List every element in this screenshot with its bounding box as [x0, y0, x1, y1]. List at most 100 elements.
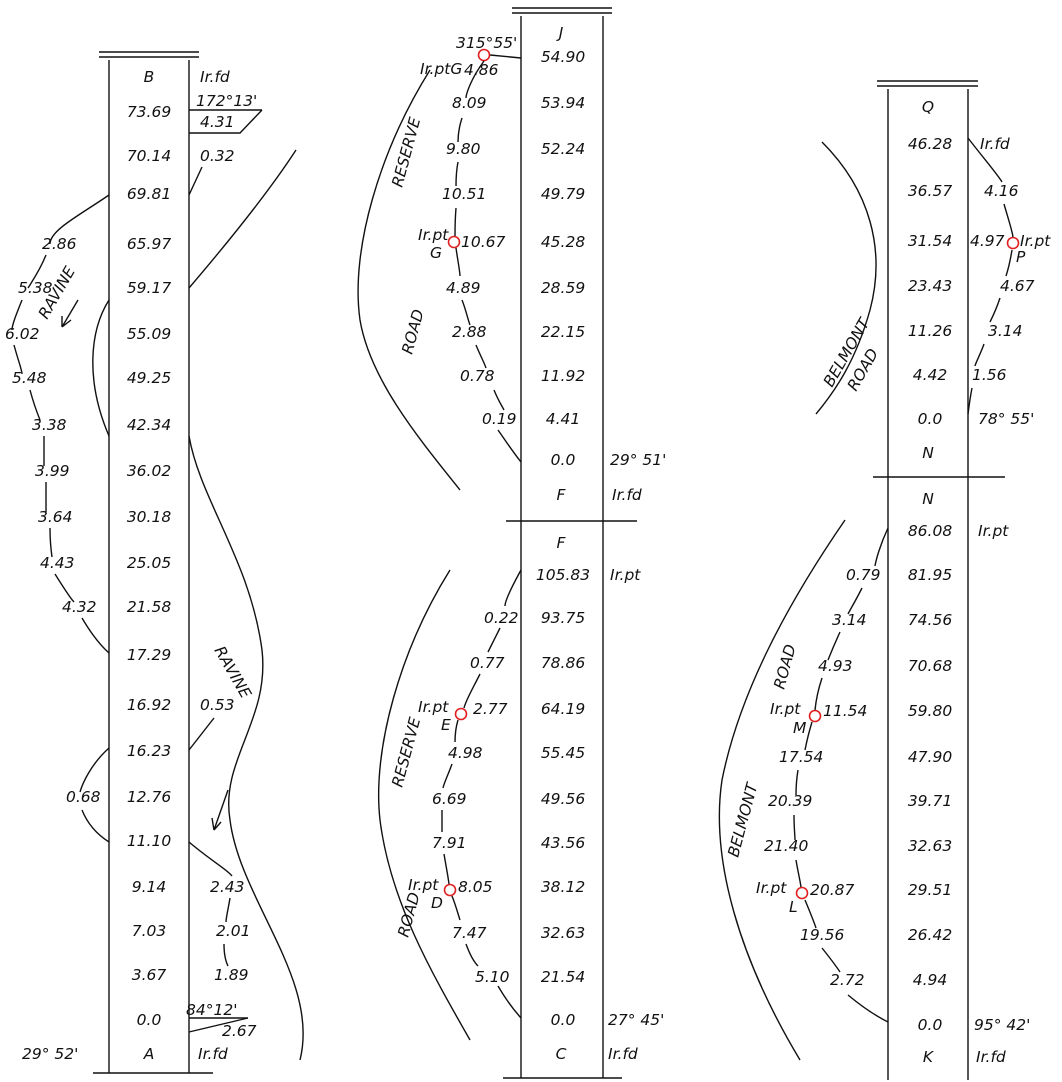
book2-reserve-edge — [475, 344, 487, 369]
book5-road-edge — [793, 814, 796, 841]
book1-ravine-edge-2 — [79, 747, 110, 793]
book4-point-p-letter: P — [1016, 248, 1026, 266]
book5-offset-left: 0.79 — [846, 566, 881, 584]
book4-offset-right: 4.16 — [984, 182, 1019, 200]
book1-chainage: 73.69 — [127, 103, 171, 121]
book2-chainage: 11.92 — [541, 367, 585, 385]
book1-ravine-edge — [29, 389, 41, 421]
book5-chainage: 47.90 — [908, 748, 953, 766]
book1-chainage: 55.09 — [127, 325, 171, 343]
book2-bottom-note: Ir.fd — [612, 486, 642, 504]
book1-ravine-edge-2 — [81, 809, 110, 843]
book1-chainage: 42.34 — [127, 416, 171, 434]
book3-reserve-edge — [497, 985, 522, 1019]
book5-chainage: 74.56 — [908, 611, 953, 629]
book3-bottom-note: Ir.fd — [608, 1045, 638, 1063]
book1-chainage: 49.25 — [127, 369, 171, 387]
book5-chainage: 32.63 — [908, 837, 952, 855]
book2-offset-left: 2.88 — [452, 323, 487, 341]
book1-offset-left: 4.32 — [62, 598, 97, 616]
book2-offset-left: 4.89 — [446, 279, 481, 297]
book4-offset-right: 1.56 — [972, 366, 1007, 384]
book4-offset-right: 3.14 — [988, 322, 1023, 340]
book1-chainage: 3.67 — [132, 966, 167, 984]
book3-reserve-edge — [443, 853, 450, 885]
book1-bottom-bearing: 29° 52' — [22, 1045, 78, 1063]
book2-tie-line — [489, 54, 522, 59]
book1-tie-top-triangle — [189, 109, 263, 134]
book1-chainage: 30.18 — [127, 508, 172, 526]
book5-road-edge — [804, 721, 813, 751]
book1-offset-right: 0.53 — [200, 696, 235, 714]
book2-reserve-edge — [457, 117, 463, 143]
book3-offset-left: 7.91 — [432, 834, 467, 852]
book3-reserve-edge — [487, 627, 501, 653]
book1-chainage: 36.02 — [127, 462, 171, 480]
book5-offset-left: 19.56 — [800, 926, 845, 944]
book1-offset-curve — [188, 841, 233, 877]
book3-reserve-edge — [504, 569, 522, 607]
book5-chainage: 26.42 — [908, 926, 952, 944]
book4-point-p-label: Ir.pt — [1020, 232, 1051, 250]
book3-offset-left: 8.05 — [458, 878, 493, 896]
book2-offset-left: 0.78 — [460, 367, 495, 385]
book4-bottom-label: N — [922, 444, 934, 462]
book4-offset-right: 4.97 — [970, 232, 1005, 250]
book2-offset-left: 10.67 — [461, 233, 506, 251]
book1-bottom-note: Ir.fd — [198, 1045, 228, 1063]
book1-ravine-edge — [49, 527, 53, 558]
book1-chainage: 11.10 — [127, 832, 172, 850]
book1-chainage: 69.81 — [127, 185, 171, 203]
book1-chainage: 17.29 — [127, 646, 171, 664]
book3-reserve-edge — [442, 763, 453, 789]
book5-offset-left: 2.72 — [830, 971, 865, 989]
book2-bottom-bearing: 29° 51' — [610, 451, 666, 469]
book3-offset-left: 5.10 — [475, 968, 510, 986]
book1-offset-left: 5.38 — [18, 279, 53, 297]
book5-offset-left: 4.93 — [818, 657, 853, 675]
book4-road-edge — [1005, 249, 1013, 277]
book5-road-edge — [874, 527, 889, 567]
book1-chainage: 0.0 — [137, 1011, 162, 1029]
book1-tie-bottom-dist: 2.67 — [222, 1022, 257, 1040]
book1-offset-line — [188, 166, 203, 196]
book3-chainage: 49.56 — [541, 790, 586, 808]
book1-ravine-edge — [49, 194, 110, 245]
book1-ravine-edge — [27, 254, 47, 289]
book1-top-note: Ir.fd — [200, 68, 230, 86]
book3-reserve-edge — [465, 943, 479, 967]
book4-top-note: Ir.fd — [980, 135, 1010, 153]
book1-offset-left: 5.48 — [12, 369, 47, 387]
book5-point-l-label: Ir.pt — [756, 879, 787, 897]
book2-point-g-letter: G — [430, 244, 442, 262]
book2-iron-pin-marker — [477, 48, 491, 62]
book2-reserve-edge — [455, 161, 459, 187]
book2-road-label: ROAD — [398, 307, 427, 356]
book5-chainage: 59.80 — [908, 702, 953, 720]
book3-chainage: 43.56 — [541, 834, 586, 852]
book2-reserve-edge — [465, 60, 485, 99]
book1-offset-left: 3.38 — [32, 416, 67, 434]
book3-reserve-edge — [451, 895, 461, 921]
traverse-q-n: Q 46.28 36.57 31.54 23.43 11.26 4.42 0.0… — [815, 80, 1051, 1080]
book2-chainage: 22.15 — [541, 323, 585, 341]
book3-top-label: F — [557, 534, 567, 552]
book3-chainage: 38.12 — [541, 878, 585, 896]
book1-chainage: 7.03 — [132, 922, 167, 940]
book1-offset-left: 2.86 — [42, 235, 77, 253]
book1-chainage: 21.58 — [127, 598, 172, 616]
book5-point-m-letter: M — [793, 719, 806, 737]
book5-offset-left: 11.54 — [823, 702, 867, 720]
book1-chainage: 59.17 — [127, 279, 172, 297]
book5-road-edge — [804, 899, 817, 929]
book5-chainage: 4.94 — [913, 971, 948, 989]
book5-bottom-bearing: 95° 42' — [974, 1016, 1030, 1034]
book1-chainage: 65.97 — [127, 235, 172, 253]
book1-offset-left: 3.99 — [35, 462, 70, 480]
book4-road-edge — [1003, 203, 1014, 238]
book1-offset-left: 0.68 — [66, 788, 101, 806]
book5-iron-pin-marker — [808, 709, 822, 723]
book2-offset-left: 4.86 — [464, 61, 499, 79]
book5-offset-left: 20.39 — [768, 792, 812, 810]
book1-tie-bottom-angle: 84°12' — [186, 1001, 237, 1019]
